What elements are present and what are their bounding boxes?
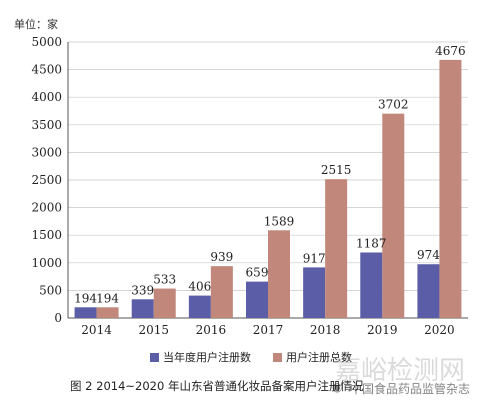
data-label: 939 bbox=[210, 250, 233, 264]
bar-annual bbox=[417, 264, 440, 318]
data-label: 339 bbox=[131, 283, 154, 297]
x-tick-label: 2015 bbox=[138, 323, 169, 337]
data-label: 533 bbox=[153, 273, 176, 287]
bar-total bbox=[382, 113, 405, 318]
bar-annual bbox=[188, 295, 211, 318]
legend-swatch-annual bbox=[150, 352, 159, 362]
y-tick-label: 4500 bbox=[31, 63, 62, 77]
bar-annual bbox=[131, 299, 154, 318]
y-tick-label: 3500 bbox=[31, 118, 62, 132]
bar-total bbox=[210, 266, 233, 318]
data-label: 974 bbox=[417, 248, 440, 262]
y-tick-label: 500 bbox=[39, 283, 62, 297]
y-tick-label: 3000 bbox=[31, 145, 62, 159]
data-label: 406 bbox=[188, 280, 211, 294]
data-label: 1187 bbox=[356, 236, 387, 250]
x-tick-label: 2018 bbox=[310, 323, 341, 337]
legend-swatch-total bbox=[273, 352, 282, 362]
data-label: 1589 bbox=[264, 214, 295, 228]
y-tick-label: 2500 bbox=[31, 173, 62, 187]
x-tick-label: 2019 bbox=[367, 323, 398, 337]
y-tick-label: 0 bbox=[54, 311, 62, 325]
data-label: 194 bbox=[96, 291, 119, 305]
bar-total bbox=[96, 307, 119, 318]
bar-chart: 0 500 1000 1500 2000 2500 3000 3500 4000 4500 5000… bbox=[31, 35, 468, 337]
bar-annual bbox=[246, 281, 268, 318]
bar-total bbox=[325, 179, 348, 318]
wechat-icon: ◉ bbox=[332, 380, 343, 394]
bar-annual bbox=[303, 267, 326, 318]
bar-annual bbox=[74, 307, 97, 318]
unit-label: 单位：家 bbox=[14, 18, 58, 31]
x-tick-label: 2014 bbox=[81, 323, 112, 337]
watermark-subtext: 中国食品药品监管杂志 bbox=[350, 382, 471, 396]
data-label: 917 bbox=[303, 251, 326, 265]
bar-annual bbox=[360, 252, 383, 318]
data-label: 4676 bbox=[435, 44, 466, 58]
bar-total bbox=[268, 230, 290, 318]
figure-caption: 图 2 2014~2020 年山东省普通化妆品备案用户注册情况 bbox=[70, 379, 364, 393]
y-tick-label: 5000 bbox=[31, 35, 62, 49]
y-tick-label: 1500 bbox=[31, 228, 62, 242]
bar-total bbox=[439, 59, 462, 319]
x-tick-label: 2016 bbox=[196, 323, 227, 337]
y-tick-label: 2000 bbox=[31, 201, 62, 215]
data-label: 3702 bbox=[378, 98, 409, 112]
legend: 当年度用户注册数 用户注册总数 bbox=[150, 349, 352, 365]
y-tick-label: 1000 bbox=[31, 256, 62, 270]
data-label: 2515 bbox=[321, 163, 352, 177]
legend-label-total: 用户注册总数 bbox=[286, 351, 352, 364]
bar-total bbox=[153, 288, 176, 318]
x-tick-label: 2017 bbox=[253, 323, 284, 337]
x-tick-label: 2020 bbox=[424, 323, 455, 337]
y-tick-label: 4000 bbox=[31, 90, 62, 104]
legend-item-annual: 当年度用户注册数 bbox=[150, 349, 251, 365]
legend-item-total: 用户注册总数 bbox=[273, 349, 352, 365]
data-label: 194 bbox=[74, 291, 97, 305]
legend-label-annual: 当年度用户注册数 bbox=[163, 351, 251, 364]
watermark-text: 嘉峪检测网 bbox=[335, 356, 466, 386]
data-label: 659 bbox=[246, 266, 269, 280]
